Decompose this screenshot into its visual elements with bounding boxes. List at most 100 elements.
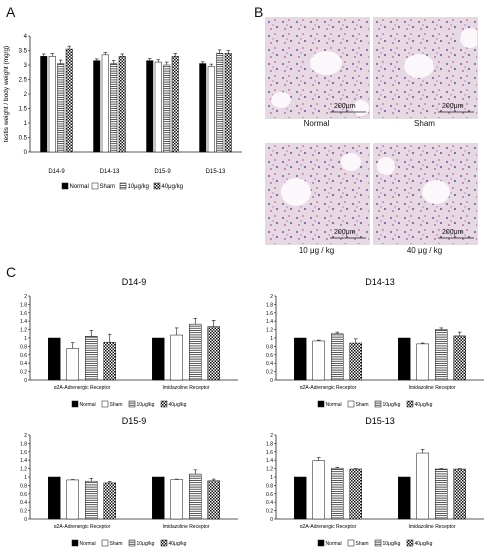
chart-title: D15-9 <box>122 416 147 426</box>
y-tick-label: 0.4 <box>266 361 273 367</box>
y-tick-label: 0 <box>270 517 273 523</box>
legend-label-sham: Sham <box>356 402 369 408</box>
y-tick-label: 0.8 <box>266 344 273 350</box>
y-tick-label: 1.4 <box>266 319 273 325</box>
panel-label-b: B <box>254 4 264 20</box>
bar-normal <box>40 56 48 153</box>
legend-swatch-normal <box>317 539 325 547</box>
bar-dose40 <box>453 468 466 520</box>
legend-swatch-dose10 <box>128 400 136 408</box>
bar-sham <box>101 54 109 153</box>
y-axis-label: testis weight / body weight (mg/g) <box>3 46 10 142</box>
scale-label: 200μm <box>442 103 464 110</box>
y-tick-label: 1.4 <box>266 458 273 464</box>
receptor-chart-d15-13: D15-13 0 0.2 0.4 0.6 0.8 1 1.2 1.4 1.6 1.8 2 α2A-Adr… <box>266 416 484 547</box>
legend-swatch-dose40 <box>160 539 168 547</box>
legend-swatch-dose10 <box>119 182 127 190</box>
category-label: Imidazoline Receptor <box>409 385 456 391</box>
bar-sham <box>207 66 215 153</box>
chart-title: D14-9 <box>122 277 147 287</box>
bar-sham <box>416 452 429 520</box>
legend-label-sham: Sham <box>100 184 116 190</box>
y-tick-label: 1.2 <box>20 467 27 473</box>
bar-dose10 <box>435 468 448 520</box>
y-tick-label: 0.4 <box>20 500 27 506</box>
y-tick-label: 1.2 <box>20 328 27 334</box>
y-tick-label: 4 <box>24 34 28 40</box>
bar-dose10 <box>189 323 202 381</box>
scale-label: 200μm <box>442 229 464 236</box>
bar-normal <box>146 60 154 153</box>
legend-swatch-normal <box>61 182 69 190</box>
category-label: D15-9 <box>154 169 171 175</box>
legend-label-dose10: 10μg/kg <box>383 402 401 408</box>
bar-dose40 <box>224 53 232 153</box>
bar-dose10 <box>163 64 171 153</box>
y-tick-label: 1.2 <box>266 328 273 334</box>
micrograph-caption: Normal <box>303 119 330 128</box>
bar-dose10 <box>331 467 344 520</box>
y-tick-label: 1 <box>24 475 27 481</box>
chart-title: D15-13 <box>365 416 395 426</box>
category-label: D15-13 <box>206 169 226 175</box>
legend-label-sham: Sham <box>356 541 369 547</box>
panel-label-c: C <box>6 264 17 280</box>
y-tick-label: 0.8 <box>266 483 273 489</box>
y-tick-label: 0 <box>24 378 27 384</box>
bar-dose40 <box>103 482 116 520</box>
y-tick-label: 0.6 <box>20 492 27 498</box>
category-label: α2A-Adrenergic Receptor <box>54 385 111 391</box>
legend-swatch-dose40 <box>406 400 414 408</box>
y-tick-label: 1.4 <box>20 458 27 464</box>
scale-label: 200μm <box>334 229 356 236</box>
y-tick-label: 0.2 <box>20 370 27 376</box>
bar-normal <box>93 60 101 153</box>
y-tick-label: 1.4 <box>20 319 27 325</box>
category-label: Imidazoline Receptor <box>163 524 210 530</box>
category-label: D14-13 <box>100 169 120 175</box>
legend-label-dose10: 10μg/kg <box>137 541 155 547</box>
bar-dose40 <box>453 335 466 381</box>
legend-swatch-sham <box>101 539 109 547</box>
bar-dose10 <box>110 63 118 153</box>
micrograph-normal: 200μm <box>265 17 370 119</box>
y-tick-label: 0.8 <box>20 344 27 350</box>
y-tick-label: 1.8 <box>20 441 27 447</box>
y-tick-label: 1 <box>24 121 28 127</box>
legend-swatch-sham <box>347 539 355 547</box>
bar-dose40 <box>349 468 362 520</box>
legend-label-dose10: 10μg/kg <box>383 541 401 547</box>
legend-label-normal: Normal <box>80 541 96 547</box>
bar-sham <box>48 56 56 153</box>
tissue-image-10ug <box>266 144 369 244</box>
panel-label-a: A <box>6 4 16 20</box>
category-label: α2A-Adrenergic Receptor <box>300 385 357 391</box>
tissue-image-normal <box>266 18 369 118</box>
legend-label-dose40: 40μg/kg <box>415 402 433 408</box>
legend-swatch-dose40 <box>153 182 161 190</box>
legend-label-dose40: 40μg/kg <box>415 541 433 547</box>
y-tick-label: 0.4 <box>20 361 27 367</box>
y-tick-label: 1.6 <box>20 311 27 317</box>
y-tick-label: 2 <box>24 92 28 98</box>
receptor-chart-d15-9: D15-9 0 0.2 0.4 0.6 0.8 1 1.2 1.4 1.6 1.8 2 α2A-Adre… <box>20 416 238 547</box>
legend-swatch-sham <box>91 182 99 190</box>
y-tick-label: 0.5 <box>19 136 28 142</box>
bar-dose10 <box>189 473 202 520</box>
legend-swatch-dose10 <box>374 400 382 408</box>
y-tick-label: 1.6 <box>20 450 27 456</box>
micrograph-10ug: 200μm <box>265 143 370 245</box>
bar-dose40 <box>118 56 126 153</box>
category-label: α2A-Adrenergic Receptor <box>300 524 357 530</box>
legend-swatch-normal <box>317 400 325 408</box>
bar-dose40 <box>171 56 179 153</box>
micrograph-caption: 10 μg / kg <box>298 246 335 255</box>
legend-label-dose40: 40μg/kg <box>162 184 183 190</box>
legend-swatch-dose10 <box>374 539 382 547</box>
bar-normal <box>398 337 411 381</box>
legend-label-dose40: 40μg/kg <box>169 402 187 408</box>
legend-label-normal: Normal <box>70 184 89 190</box>
y-tick-label: 1.2 <box>266 467 273 473</box>
y-tick-label: 2 <box>270 294 273 300</box>
y-tick-label: 2 <box>24 433 27 439</box>
